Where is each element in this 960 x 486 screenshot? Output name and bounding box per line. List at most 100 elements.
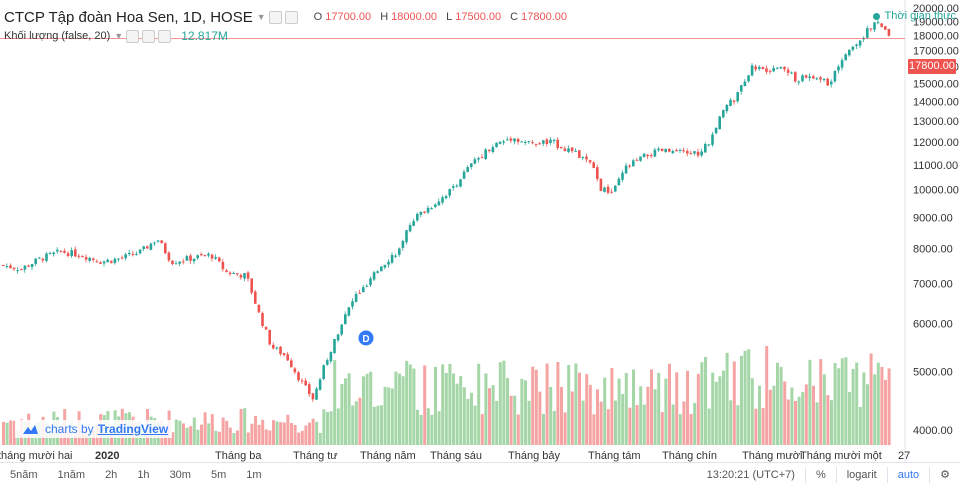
volume-bar [318, 432, 322, 445]
volume-bar [444, 373, 448, 445]
candle-body [16, 270, 19, 272]
candle-body [99, 262, 102, 265]
settings-icon[interactable] [284, 10, 298, 24]
dividend-marker[interactable]: D [358, 330, 374, 346]
volume-bar [632, 369, 635, 445]
volume-bar [351, 405, 355, 445]
y-tick-label: 12000.00 [913, 137, 959, 149]
price-axis[interactable]: 4000.00 5000.00 6000.00 7000.00 8000.00 9000.… [913, 3, 959, 437]
volume-bar [239, 408, 243, 445]
candle-body [488, 149, 491, 151]
volume-bar [405, 360, 409, 445]
volume-bar [668, 363, 671, 445]
candle-body [207, 253, 210, 256]
candle-body [48, 253, 52, 255]
candle-body [95, 261, 99, 263]
candle-body [592, 162, 595, 168]
volume-bar [653, 389, 657, 445]
candle-body [524, 142, 527, 144]
candle-body [718, 116, 721, 130]
candle-body [765, 68, 768, 72]
close-label: C [510, 11, 519, 23]
eye-icon[interactable] [268, 10, 282, 24]
volume-bar [599, 401, 603, 445]
candle-body [311, 393, 315, 400]
volume-bar [707, 408, 711, 445]
volume-bar [362, 376, 365, 445]
volume-bar [772, 385, 776, 445]
volume-bar [398, 373, 401, 445]
volume-bar [646, 386, 650, 445]
candle-body [660, 148, 664, 152]
volume-label[interactable]: Khối lượng (false, 20) [4, 30, 111, 42]
settings-icon[interactable] [142, 29, 156, 43]
volume-bar [581, 400, 585, 445]
tradingview-logo[interactable]: charts by TradingView [15, 420, 173, 438]
candle-body [218, 257, 221, 262]
gear-icon[interactable]: ⚙ [940, 469, 950, 481]
range-30m-button[interactable]: 30m [169, 468, 191, 481]
volume-bar [470, 392, 473, 445]
y-tick-label: 10000.00 [913, 185, 959, 197]
candle-body [23, 265, 27, 270]
volume-bar [887, 368, 891, 445]
candle-body [534, 143, 538, 145]
candle-body [491, 147, 495, 153]
y-tick-label: 5000.00 [913, 366, 953, 378]
candle-body [736, 92, 739, 102]
log-toggle[interactable]: logarit [846, 468, 877, 481]
candle-body [27, 265, 30, 267]
chevron-down-icon[interactable]: ▼ [114, 31, 124, 41]
candle-body [128, 252, 131, 255]
range-1h-button[interactable]: 1h [137, 468, 150, 481]
range-5y-button[interactable]: 5năm [10, 468, 38, 481]
auto-scale-toggle[interactable]: auto [897, 468, 920, 481]
symbol-title[interactable]: CTCP Tập đoàn Hoa Sen, 1D, HOSE [4, 8, 253, 26]
volume-bar [840, 358, 844, 445]
volume-bar [261, 419, 265, 445]
open-value: 17700.00 [325, 11, 372, 23]
candle-body [887, 28, 891, 36]
range-5m-button[interactable]: 5m [210, 468, 227, 481]
candle-body [538, 143, 541, 145]
range-2h-button[interactable]: 2h [105, 468, 118, 481]
x-tick-label: Tháng mười [742, 450, 802, 462]
percent-toggle[interactable]: % [815, 468, 826, 481]
range-1y-button[interactable]: 1năm [57, 468, 86, 481]
volume-bar [801, 391, 805, 445]
price-chart[interactable]: 4000.00 5000.00 6000.00 7000.00 8000.00 9000.… [0, 0, 960, 462]
volume-bar [819, 359, 823, 445]
candle-body [110, 260, 113, 263]
volume-legend: Khối lượng (false, 20) ▼ 12.817M [4, 28, 228, 44]
y-tick-label: 18000.00 [913, 31, 959, 43]
candle-body [606, 186, 610, 193]
volume-bar [542, 413, 545, 445]
volume-bar [711, 372, 715, 445]
time-axis[interactable]: tháng mười hai 2020 Tháng ba Tháng tư Tháng … [0, 450, 910, 462]
volume-bar [192, 417, 196, 445]
volume-bar [556, 362, 560, 445]
volume-bar [480, 414, 484, 445]
candle-body [668, 148, 671, 152]
candle-body [542, 140, 545, 144]
range-1m-button[interactable]: 1m [246, 468, 262, 481]
volume-bar [560, 386, 563, 445]
volume-bar [549, 386, 553, 445]
realtime-label: Thời gian thực [884, 10, 956, 22]
chevron-down-icon[interactable]: ▼ [256, 12, 266, 22]
volume-bar [743, 350, 747, 445]
candle-body [804, 75, 808, 78]
candle-body [822, 78, 826, 81]
close-icon[interactable] [158, 29, 172, 43]
eye-icon[interactable] [126, 29, 140, 43]
candle-body [430, 208, 433, 210]
candle-body [203, 255, 207, 257]
candle-body [693, 151, 696, 154]
candle-body [315, 388, 318, 400]
volume-bar [783, 381, 787, 445]
clock-time[interactable]: 13:20:21 (UTC+7) [706, 468, 795, 481]
candle-body [567, 148, 570, 152]
candle-body [167, 252, 171, 261]
candle-body [254, 291, 257, 304]
volume-bar [376, 405, 380, 445]
